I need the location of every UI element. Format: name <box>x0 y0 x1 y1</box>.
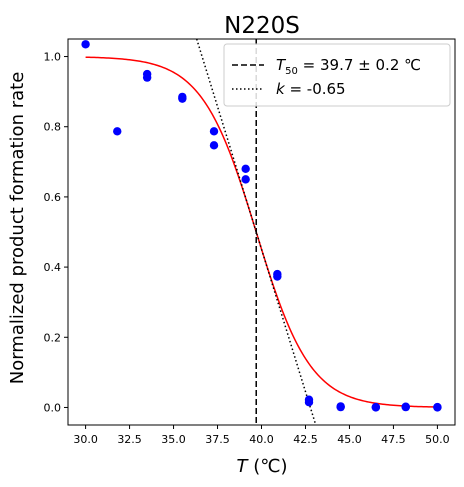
x-axis: 30.0 32.5 35.0 37.5 40.0 42.5 45.0 47.5 50.0 <box>73 425 450 446</box>
chart-title: N220S <box>224 13 300 39</box>
data-point <box>113 127 122 136</box>
data-point <box>336 402 345 412</box>
slope-line <box>195 39 317 425</box>
data-point <box>209 127 219 136</box>
legend-box <box>223 43 451 107</box>
x-tick-label: 32.5 <box>117 433 142 446</box>
data-point <box>81 40 90 49</box>
data-point <box>273 272 282 281</box>
x-tick-label: 50.0 <box>425 433 450 446</box>
data-point <box>209 141 219 150</box>
data-point <box>241 164 250 174</box>
legend: T50 = 39.7 ± 0.2 ℃ k = -0.65 <box>223 43 451 107</box>
x-tick-label: 47.5 <box>381 433 406 446</box>
data-point <box>241 175 250 184</box>
x-tick-label: 37.5 <box>205 433 230 446</box>
data-point <box>433 403 442 412</box>
legend-entry: T50 = 39.7 ± 0.2 ℃ <box>276 56 421 77</box>
data-point <box>304 397 314 407</box>
data-point <box>142 73 152 82</box>
y-tick-label: 0.4 <box>44 261 62 274</box>
x-axis-label-unit: (℃) <box>248 456 288 477</box>
legend-entry: k = -0.65 <box>276 80 346 98</box>
x-tick-label: 35.0 <box>161 433 186 446</box>
y-tick-label: 0.6 <box>44 191 62 204</box>
data-point <box>371 403 381 412</box>
y-axis: 0.0 0.2 0.4 0.6 0.8 1.0 <box>44 51 68 414</box>
data-point <box>401 402 410 412</box>
y-axis-label: Normalized product formation rate <box>7 72 28 385</box>
x-tick-label: 42.5 <box>293 433 318 446</box>
y-tick-label: 0.0 <box>44 401 62 414</box>
y-tick-label: 0.2 <box>44 331 62 344</box>
x-axis-label-symbol: T <box>237 456 250 477</box>
y-tick-label: 0.8 <box>44 121 62 134</box>
x-tick-label: 40.0 <box>249 433 274 446</box>
x-tick-label: 30.0 <box>73 433 98 446</box>
x-tick-label: 45.0 <box>337 433 362 446</box>
x-axis-label: T (℃) <box>237 456 288 477</box>
data-point <box>178 94 187 103</box>
y-tick-label: 1.0 <box>44 51 62 64</box>
fit-curve <box>85 56 438 408</box>
plot-area <box>81 39 442 425</box>
